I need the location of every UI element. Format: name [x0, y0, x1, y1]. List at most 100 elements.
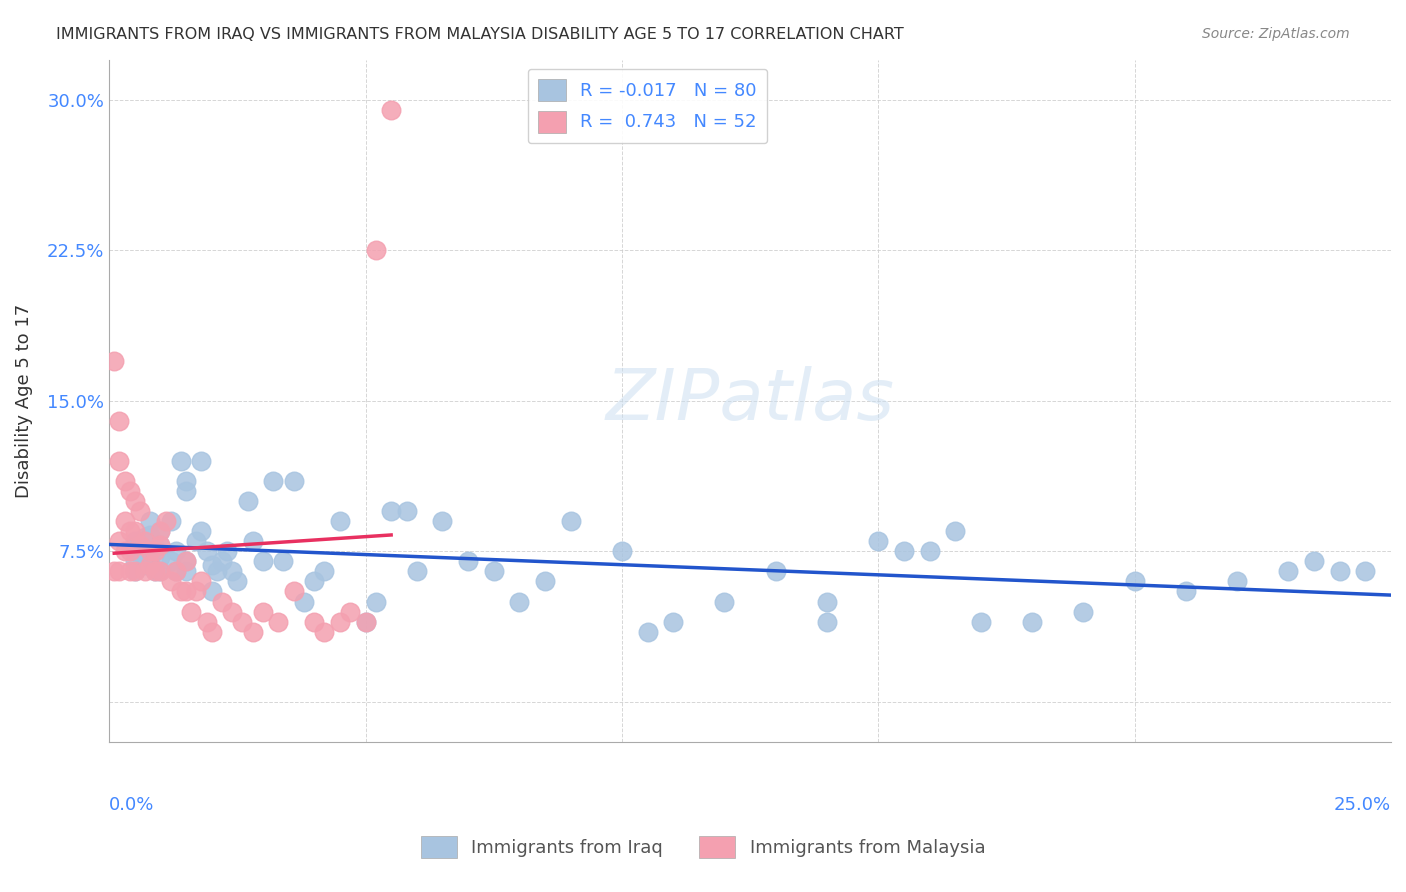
Point	[815, 615, 838, 629]
Point	[170, 584, 193, 599]
Point	[380, 103, 402, 117]
Point	[134, 530, 156, 544]
Point	[114, 514, 136, 528]
Point	[124, 524, 146, 539]
Point	[1174, 584, 1197, 599]
Text: ZIPatlas: ZIPatlas	[606, 367, 894, 435]
Point	[128, 538, 150, 552]
Point	[1226, 574, 1249, 589]
Point	[815, 594, 838, 608]
Point	[139, 558, 162, 573]
Point	[329, 615, 352, 629]
Point	[970, 615, 993, 629]
Point	[103, 565, 125, 579]
Text: 0.0%: 0.0%	[110, 797, 155, 814]
Point	[637, 624, 659, 639]
Point	[124, 494, 146, 508]
Point	[165, 565, 187, 579]
Point	[143, 565, 166, 579]
Point	[174, 554, 197, 568]
Point	[134, 558, 156, 573]
Point	[1303, 554, 1326, 568]
Point	[201, 584, 224, 599]
Point	[114, 544, 136, 558]
Point	[221, 565, 243, 579]
Point	[118, 544, 141, 558]
Point	[195, 615, 218, 629]
Point	[302, 615, 325, 629]
Point	[108, 454, 131, 468]
Point	[103, 353, 125, 368]
Point	[283, 584, 305, 599]
Y-axis label: Disability Age 5 to 17: Disability Age 5 to 17	[15, 303, 32, 498]
Point	[242, 624, 264, 639]
Text: 25.0%: 25.0%	[1334, 797, 1391, 814]
Point	[405, 565, 427, 579]
Point	[610, 544, 633, 558]
Point	[354, 615, 377, 629]
Point	[134, 534, 156, 549]
Point	[211, 594, 233, 608]
Point	[139, 552, 162, 566]
Point	[124, 565, 146, 579]
Point	[364, 244, 387, 258]
Point	[314, 565, 336, 579]
Text: Source: ZipAtlas.com: Source: ZipAtlas.com	[1202, 27, 1350, 41]
Point	[128, 504, 150, 518]
Point	[201, 558, 224, 573]
Point	[165, 565, 187, 579]
Point	[174, 474, 197, 488]
Point	[149, 550, 172, 565]
Point	[143, 544, 166, 558]
Point	[482, 565, 505, 579]
Point	[165, 544, 187, 558]
Point	[395, 504, 418, 518]
Text: IMMIGRANTS FROM IRAQ VS IMMIGRANTS FROM MALAYSIA DISABILITY AGE 5 TO 17 CORRELAT: IMMIGRANTS FROM IRAQ VS IMMIGRANTS FROM …	[56, 27, 904, 42]
Point	[765, 565, 787, 579]
Point	[205, 565, 228, 579]
Point	[190, 574, 212, 589]
Point	[143, 565, 166, 579]
Point	[457, 554, 479, 568]
Point	[124, 554, 146, 568]
Point	[180, 605, 202, 619]
Point	[508, 594, 530, 608]
Point	[283, 474, 305, 488]
Point	[170, 454, 193, 468]
Point	[149, 538, 172, 552]
Point	[534, 574, 557, 589]
Point	[139, 544, 162, 558]
Point	[124, 565, 146, 579]
Point	[134, 542, 156, 557]
Point	[149, 538, 172, 552]
Point	[159, 514, 181, 528]
Point	[1021, 615, 1043, 629]
Point	[139, 528, 162, 542]
Point	[262, 474, 284, 488]
Point	[118, 565, 141, 579]
Point	[190, 454, 212, 468]
Point	[139, 514, 162, 528]
Point	[662, 615, 685, 629]
Point	[149, 524, 172, 539]
Point	[302, 574, 325, 589]
Point	[174, 554, 197, 568]
Point	[195, 544, 218, 558]
Point	[560, 514, 582, 528]
Point	[1354, 565, 1376, 579]
Point	[364, 594, 387, 608]
Point	[118, 484, 141, 499]
Point	[215, 544, 238, 558]
Point	[252, 554, 274, 568]
Point	[1329, 565, 1351, 579]
Point	[221, 605, 243, 619]
Point	[114, 474, 136, 488]
Point	[118, 524, 141, 539]
Point	[124, 544, 146, 558]
Point	[1123, 574, 1146, 589]
Point	[226, 574, 249, 589]
Point	[252, 605, 274, 619]
Point	[1277, 565, 1299, 579]
Point	[190, 524, 212, 539]
Legend: R = -0.017   N = 80, R =  0.743   N = 52: R = -0.017 N = 80, R = 0.743 N = 52	[527, 69, 768, 144]
